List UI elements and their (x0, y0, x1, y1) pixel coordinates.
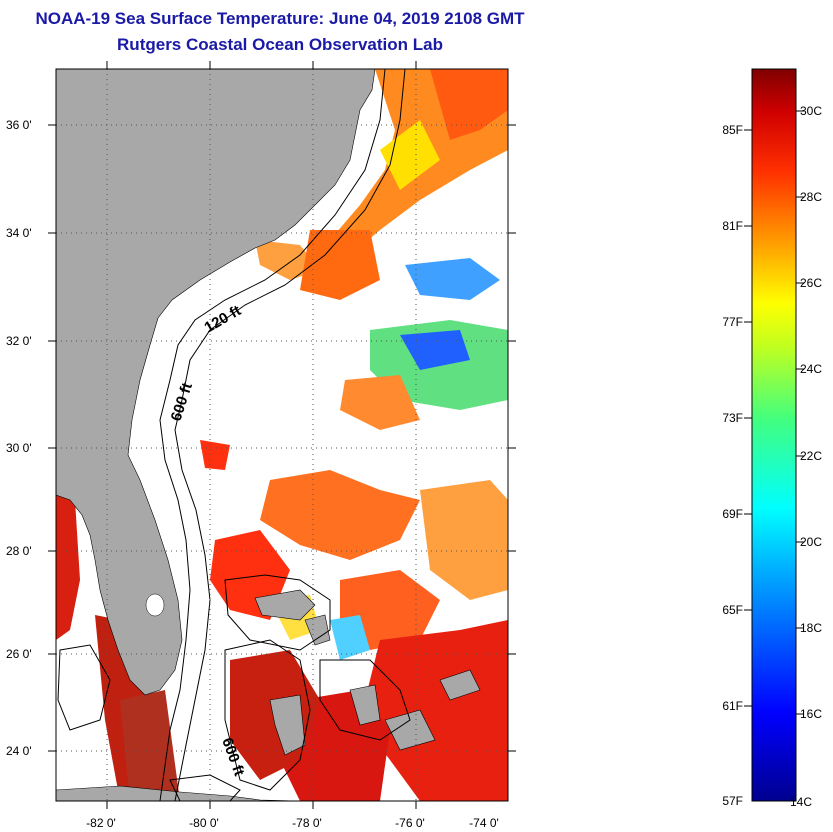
lon-tick-label: -80 0' (189, 816, 219, 830)
colorbar-f-label: 73F (722, 411, 743, 425)
map-frame: 120 ft 600 ft 600 ft (56, 69, 508, 801)
colorbar-c-label: 14C (790, 795, 812, 809)
colorbar-c-label: 20C (800, 535, 822, 549)
lat-tick-label: 28 0' (6, 544, 32, 558)
map-subtitle: Rutgers Coastal Ocean Observation Lab (117, 35, 443, 54)
colorbar-f-label: 77F (722, 315, 743, 329)
longitude-labels: -82 0' -80 0' -78 0' -76 0' -74 0' (86, 816, 499, 830)
bathymetry-contours (57, 69, 411, 801)
colorbar-gradient (751, 68, 797, 802)
tick-marks (48, 61, 516, 809)
lon-tick-label: -76 0' (395, 816, 425, 830)
lat-tick-label: 26 0' (6, 647, 32, 661)
colorbar-c-label: 22C (800, 449, 822, 463)
lat-tick-label: 36 0' (6, 118, 32, 132)
land-mainland (56, 69, 376, 696)
colorbar-f-label: 81F (722, 219, 743, 233)
colorbar-f-label: 57F (722, 794, 743, 808)
lat-tick-label: 32 0' (6, 334, 32, 348)
colorbar-f-label: 61F (722, 699, 743, 713)
lat-tick-label: 30 0' (6, 441, 32, 455)
colorbar-c-label: 24C (800, 362, 822, 376)
temperature-colorbar: 85F 81F 77F 73F 69F 65F 61F 57F 30C 28C … (722, 68, 822, 809)
graticule (56, 69, 508, 801)
bahamas-islands (254, 589, 481, 756)
colorbar-f-label: 85F (722, 123, 743, 137)
colorbar-c-label: 18C (800, 621, 822, 635)
lake-okeechobee (145, 593, 165, 617)
colorbar-f-label: 65F (722, 603, 743, 617)
lat-tick-label: 24 0' (6, 744, 32, 758)
lon-tick-label: -82 0' (86, 816, 116, 830)
lat-tick-label: 34 0' (6, 226, 32, 240)
lon-tick-label: -78 0' (292, 816, 322, 830)
sst-patches (56, 69, 508, 801)
colorbar-f-label: 69F (722, 507, 743, 521)
colorbar-c-label: 28C (800, 190, 822, 204)
colorbar-c-label: 16C (800, 707, 822, 721)
lon-tick-label: -74 0' (469, 816, 499, 830)
colorbar-c-label: 26C (800, 276, 822, 290)
colorbar-c-label: 30C (800, 104, 822, 118)
map-border (55, 68, 509, 802)
map-title: NOAA-19 Sea Surface Temperature: June 04… (35, 9, 525, 28)
latitude-labels: 36 0' 34 0' 32 0' 30 0' 28 0' 26 0' 24 0… (6, 118, 32, 758)
